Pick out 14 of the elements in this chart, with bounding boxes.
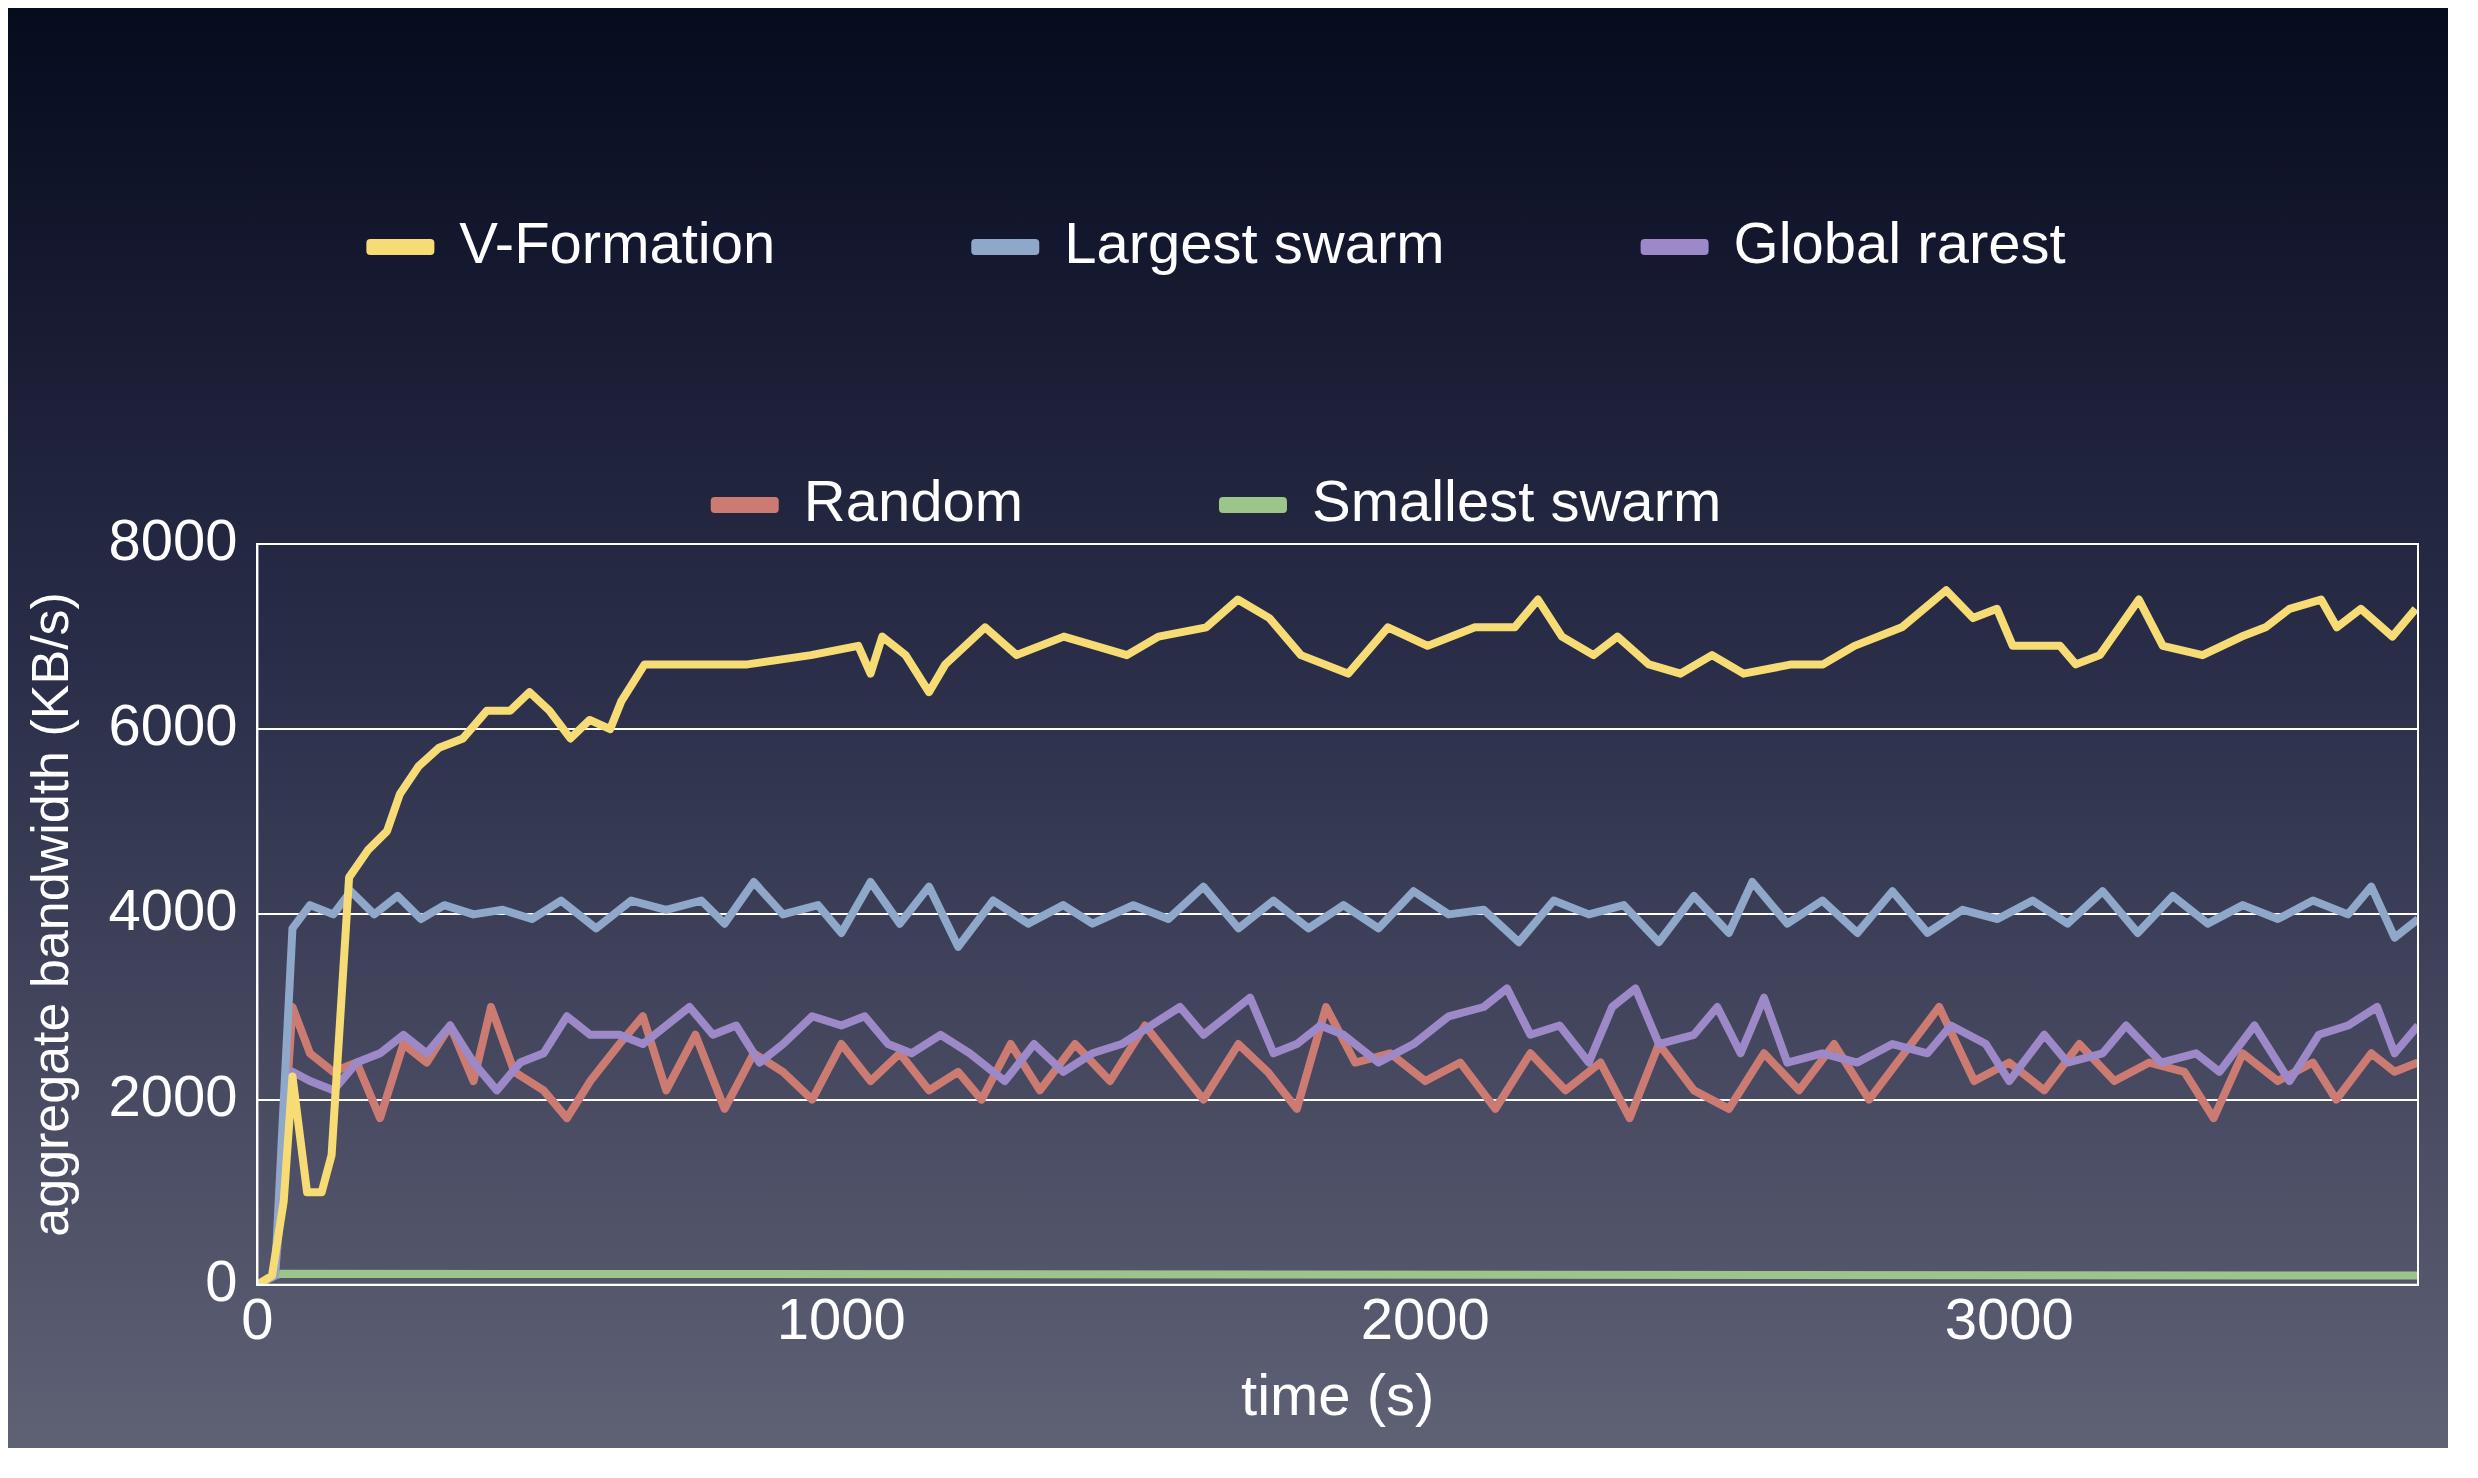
y-axis-title: aggregate bandwidth (KB/s)	[20, 592, 79, 1237]
legend-label: Random	[803, 468, 1023, 533]
y-tick-label: 2000	[108, 1062, 238, 1128]
legend-label: V-Formation	[459, 210, 776, 275]
x-axis-title: time (s)	[1241, 1362, 1435, 1428]
x-tick-label: 2000	[1360, 1285, 1490, 1351]
x-tick-label: 1000	[776, 1285, 906, 1351]
y-tick-label: 4000	[108, 877, 238, 943]
x-tick-label: 3000	[1944, 1285, 2074, 1351]
legend-label: Smallest swarm	[1311, 468, 1722, 533]
y-tick-label: 6000	[108, 692, 238, 758]
legend-label: Global rarest	[1733, 210, 2066, 275]
y-tick-label: 8000	[108, 507, 238, 572]
legend-label: Largest swarm	[1064, 210, 1445, 275]
